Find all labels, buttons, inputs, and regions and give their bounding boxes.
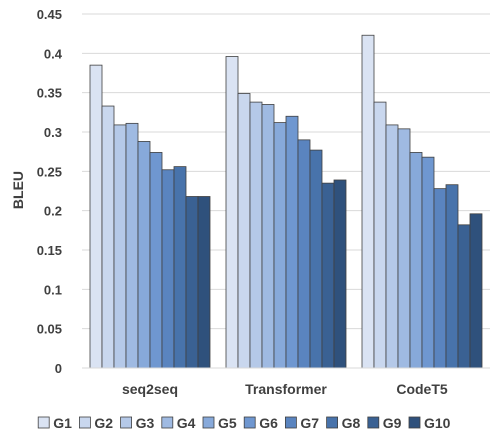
legend-swatch-g2 (79, 416, 91, 429)
legend-swatch-g4 (161, 416, 174, 429)
x-category-label: Transformer (245, 381, 327, 397)
legend: G1 G2 G3 G4 G5 G6 G7 G8 G9 G10 (37, 415, 451, 431)
bar-seq2seq-g1 (89, 64, 103, 369)
legend-label-g3: G3 (136, 415, 155, 431)
y-axis-ticks: 0 0.05 0.1 0.15 0.2 0.25 0.3 0.35 0.4 0.45 (37, 7, 63, 376)
x-category-label: CodeT5 (396, 381, 448, 397)
legend-label-g4: G4 (177, 415, 196, 431)
legend-swatch-g10 (408, 416, 421, 429)
bar-codet5-g2 (373, 101, 387, 369)
y-tick-label: 0.25 (37, 164, 62, 179)
bar-transformer-g4 (261, 104, 275, 369)
legend-label-g2: G2 (94, 415, 113, 431)
bar-seq2seq-g7 (161, 169, 175, 369)
bar-seq2seq-g9 (185, 196, 199, 369)
bar-transformer-g1 (225, 56, 239, 369)
bar-codet5-g10 (469, 213, 483, 369)
y-tick-label: 0.05 (37, 322, 62, 337)
legend-swatch-g7 (284, 416, 297, 429)
bar-seq2seq-g3 (113, 124, 127, 369)
bar-transformer-g5 (273, 122, 287, 369)
bar-seq2seq-g5 (137, 141, 151, 369)
legend-swatch-g6 (243, 416, 256, 429)
y-tick-label: 0.45 (37, 7, 62, 22)
legend-label-g10: G10 (424, 415, 451, 431)
legend-swatch-g9 (367, 416, 380, 429)
bar-transformer-g2 (237, 93, 251, 369)
bar-codet5-g6 (421, 156, 435, 369)
bar-codet5-g5 (409, 152, 423, 369)
legend-label-g8: G8 (342, 415, 361, 431)
bar-seq2seq-g4 (125, 122, 139, 369)
y-tick-label: 0.1 (44, 282, 62, 297)
legend-label-g7: G7 (300, 415, 319, 431)
bar-seq2seq-g6 (149, 152, 163, 369)
bar-seq2seq-g2 (101, 105, 115, 369)
y-tick-label: 0 (55, 361, 62, 376)
x-axis-categories: seq2seq Transformer CodeT5 (122, 381, 448, 397)
bar-seq2seq-g10 (197, 196, 211, 369)
bar-transformer-g10 (333, 179, 347, 369)
legend-label-g9: G9 (383, 415, 402, 431)
x-category-label: seq2seq (122, 381, 178, 397)
bar-codet5-g1 (361, 34, 375, 369)
bar-transformer-g9 (321, 182, 335, 369)
legend-label-g5: G5 (218, 415, 237, 431)
legend-swatch-g1 (37, 416, 50, 429)
y-tick-label: 0.4 (44, 46, 63, 61)
bar-transformer-g3 (249, 101, 263, 369)
legend-swatch-g3 (120, 416, 132, 429)
bar-codet5-g9 (457, 224, 471, 369)
bar-transformer-g8 (309, 149, 323, 369)
bar-codet5-g7 (433, 188, 447, 369)
y-tick-label: 0.2 (44, 204, 62, 219)
bar-transformer-g7 (297, 139, 311, 369)
bar-codet5-g8 (445, 184, 459, 369)
bar-codet5-g3 (385, 124, 399, 369)
y-tick-label: 0.35 (37, 86, 62, 101)
legend-swatch-g5 (202, 416, 215, 429)
bar-seq2seq-g8 (173, 166, 187, 369)
legend-swatch-g8 (326, 416, 339, 429)
legend-label-g6: G6 (259, 415, 278, 431)
y-tick-label: 0.15 (37, 243, 62, 258)
bar-transformer-g6 (285, 115, 299, 369)
bar-codet5-g4 (397, 128, 411, 369)
y-tick-label: 0.3 (44, 125, 62, 140)
bars (89, 34, 483, 369)
y-axis-label: BLEU (10, 171, 26, 209)
legend-label-g1: G1 (53, 415, 72, 431)
